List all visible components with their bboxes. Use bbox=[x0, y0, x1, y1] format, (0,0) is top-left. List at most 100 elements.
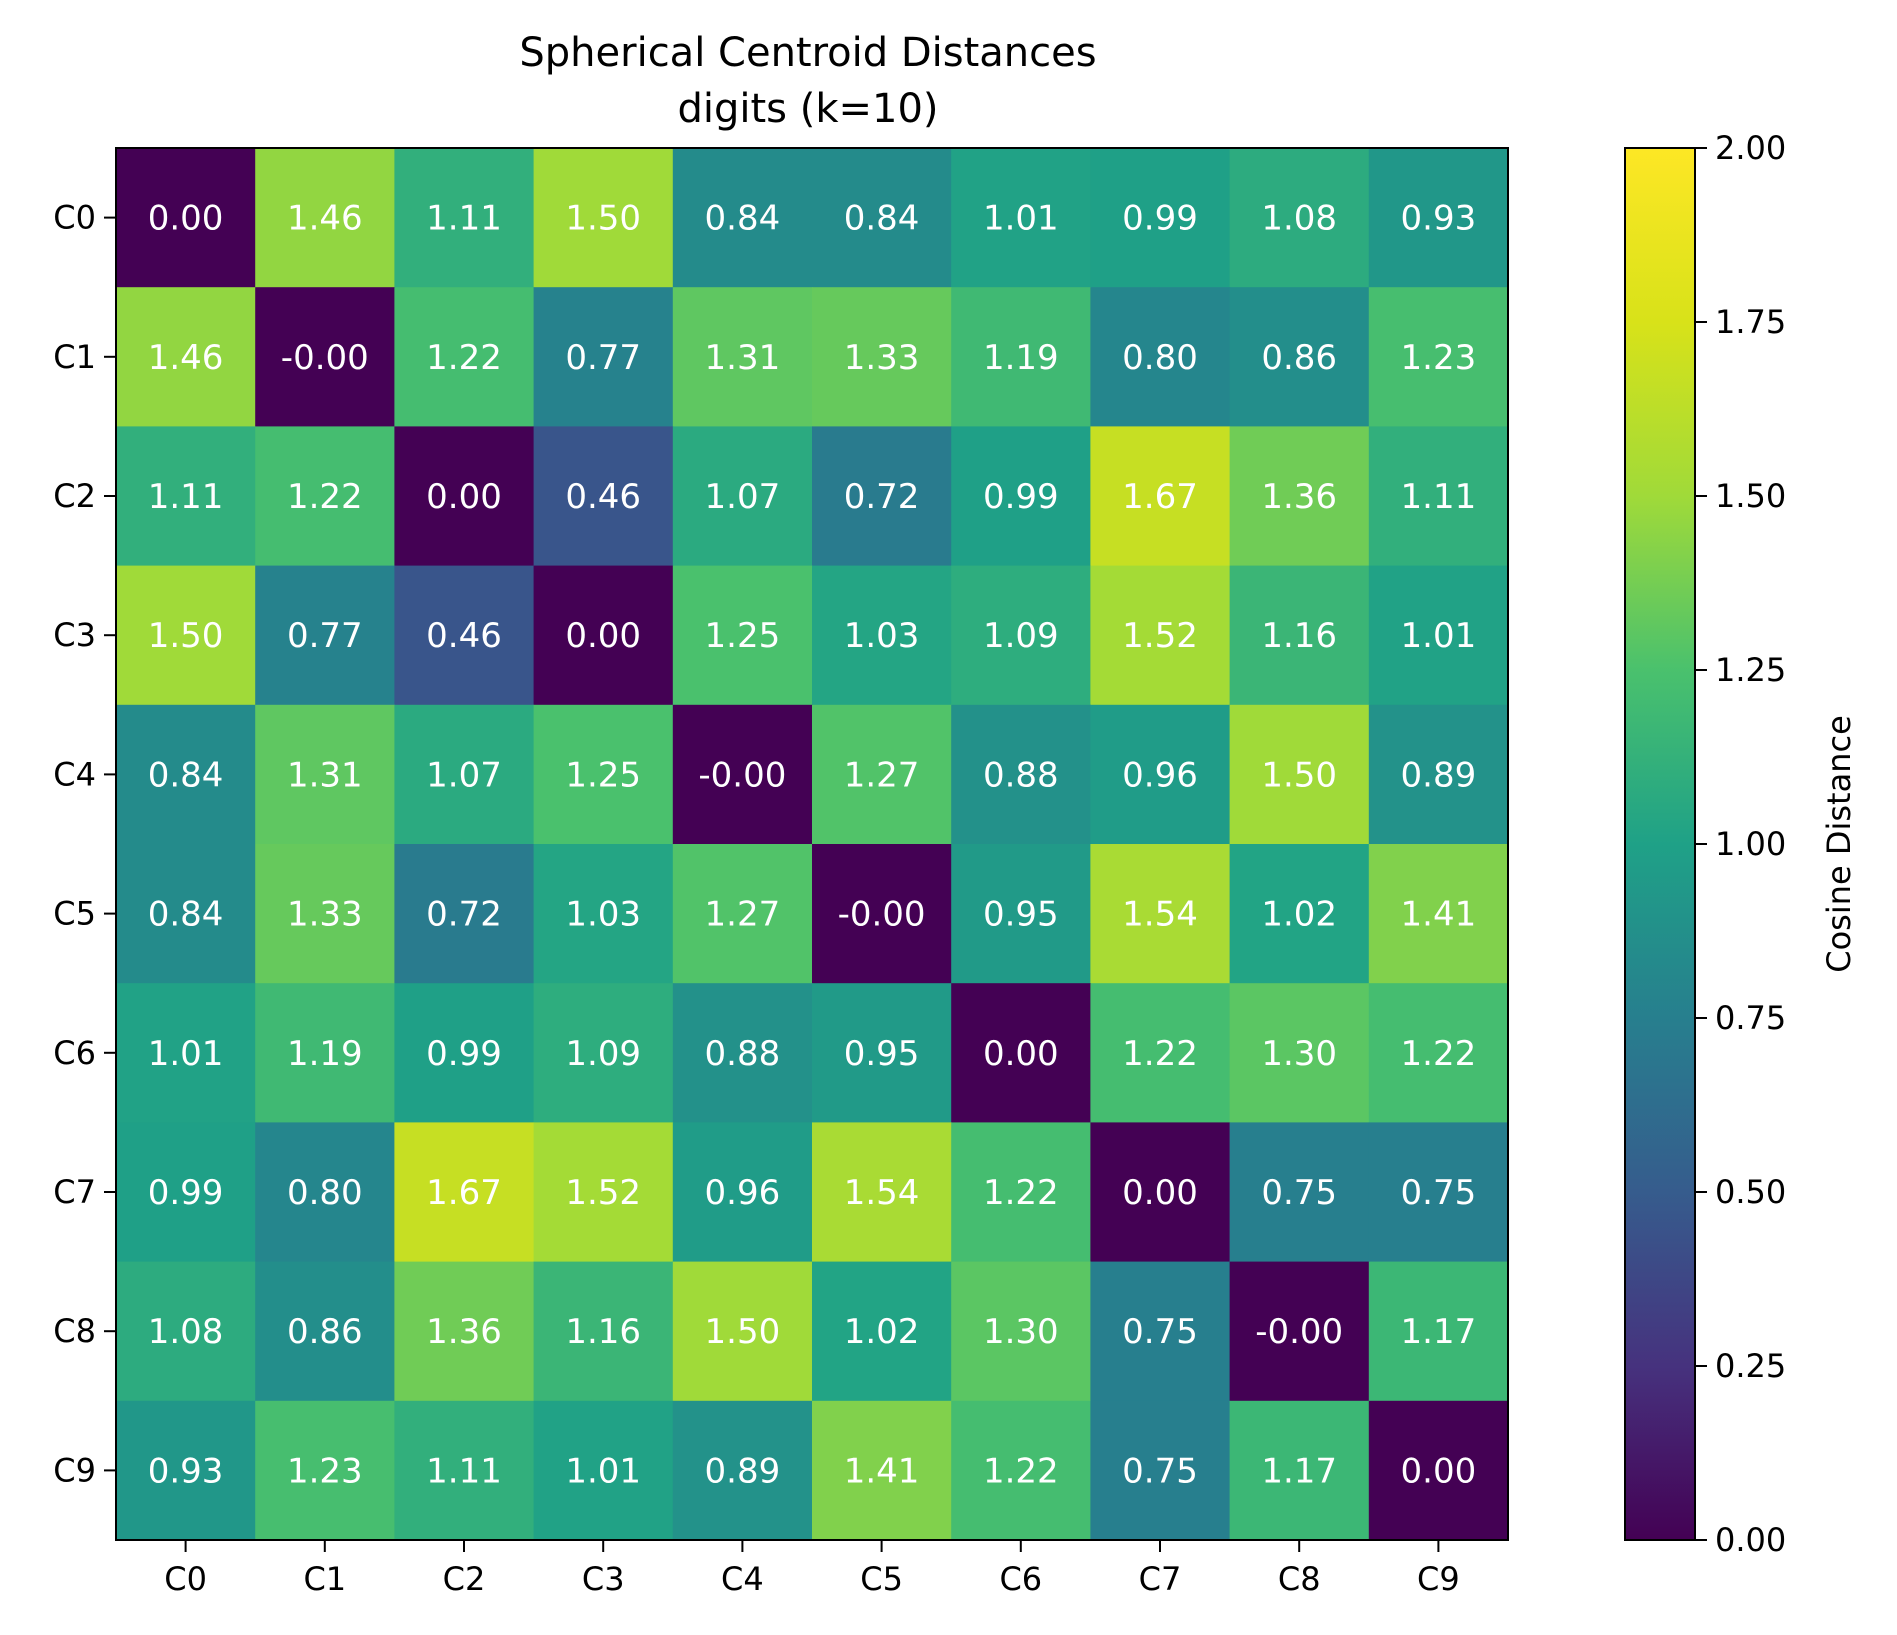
heatmap-cell bbox=[812, 148, 952, 288]
cell-value-label: 1.09 bbox=[565, 1034, 641, 1074]
heatmap-cell bbox=[1368, 1400, 1509, 1541]
heatmap-cell bbox=[812, 983, 952, 1123]
heatmap-cell bbox=[533, 704, 674, 845]
heatmap-cell bbox=[812, 704, 952, 845]
cell-value-label: 1.08 bbox=[1261, 199, 1337, 239]
cell-value-label: 1.08 bbox=[148, 1312, 224, 1352]
cell-value-label: 0.46 bbox=[565, 477, 641, 517]
heatmap-cell bbox=[812, 1122, 952, 1263]
cell-value-label: 0.96 bbox=[1122, 755, 1198, 795]
cell-value-label: 0.89 bbox=[705, 1451, 781, 1491]
colorbar-tick-label: 1.50 bbox=[1715, 477, 1786, 515]
cell-value-label: 1.27 bbox=[705, 895, 781, 935]
heatmap-cell bbox=[116, 148, 256, 288]
heatmap-cell bbox=[255, 287, 395, 427]
cell-value-label: 1.25 bbox=[565, 755, 641, 795]
y-tick-label: C2 bbox=[53, 477, 96, 515]
heatmap-cell bbox=[394, 1400, 535, 1541]
cell-value-label: 1.09 bbox=[983, 616, 1059, 656]
heatmap-cell bbox=[1229, 148, 1370, 288]
cell-value-label: 0.00 bbox=[426, 477, 502, 517]
cell-value-label: 1.30 bbox=[983, 1312, 1059, 1352]
cell-value-label: 1.27 bbox=[844, 755, 920, 795]
heatmap-cell bbox=[951, 1261, 1091, 1402]
heatmap-cell bbox=[533, 565, 674, 706]
cell-value-label: 0.46 bbox=[426, 616, 502, 656]
colorbar-tick-label: 1.00 bbox=[1715, 825, 1786, 863]
cell-value-label: 1.11 bbox=[426, 199, 502, 239]
cell-value-label: 1.46 bbox=[148, 338, 224, 378]
cell-value-label: 1.11 bbox=[1401, 477, 1477, 517]
heatmap-cell bbox=[533, 148, 674, 288]
heatmap-cell bbox=[255, 148, 395, 288]
colorbar-tick-label: 2.00 bbox=[1715, 129, 1786, 167]
heatmap-cell bbox=[1368, 1122, 1509, 1263]
heatmap-cell bbox=[255, 844, 395, 984]
heatmap-cell bbox=[394, 148, 535, 288]
heatmap-cell bbox=[672, 565, 813, 706]
x-tick-label: C6 bbox=[999, 1560, 1042, 1598]
heatmap-cell bbox=[533, 287, 674, 427]
heatmap-cell bbox=[116, 1400, 256, 1541]
cell-value-label: 0.93 bbox=[1401, 199, 1477, 239]
cell-value-label: 1.52 bbox=[565, 1173, 641, 1213]
cell-value-label: 1.22 bbox=[287, 477, 363, 517]
heatmap-cell bbox=[116, 1122, 256, 1263]
cell-value-label: 1.50 bbox=[1261, 755, 1337, 795]
cell-value-label: 0.89 bbox=[1401, 755, 1477, 795]
y-tick-label: C8 bbox=[53, 1312, 96, 1350]
cell-value-label: 1.03 bbox=[565, 895, 641, 935]
colorbar-tick-label: 0.75 bbox=[1715, 999, 1786, 1037]
heatmap-cell bbox=[116, 983, 256, 1123]
heatmap-cell bbox=[951, 704, 1091, 845]
heatmap-cell bbox=[533, 844, 674, 984]
heatmap-cell bbox=[394, 983, 535, 1123]
chart-subtitle: digits (k=10) bbox=[677, 86, 938, 132]
cell-value-label: 0.86 bbox=[287, 1312, 363, 1352]
cell-value-label: 0.84 bbox=[705, 199, 781, 239]
cell-value-label: 1.11 bbox=[148, 477, 224, 517]
cell-value-label: 1.33 bbox=[844, 338, 920, 378]
cell-value-label: 1.50 bbox=[148, 616, 224, 656]
heatmap-cell bbox=[672, 1122, 813, 1263]
heatmap-cell bbox=[255, 1122, 395, 1263]
cell-value-label: 0.84 bbox=[844, 199, 920, 239]
cell-value-label: 1.22 bbox=[983, 1451, 1059, 1491]
heatmap-cell bbox=[533, 983, 674, 1123]
heatmap-cell bbox=[1368, 565, 1509, 706]
heatmap-cells: 0.00 1.46 1.11 1.50 0.84 0.84 1.01 0.99 1.08 0.93… bbox=[116, 148, 1509, 1541]
cell-value-label: 0.95 bbox=[983, 895, 1059, 935]
cell-value-label: 1.07 bbox=[426, 755, 502, 795]
heatmap-cell bbox=[255, 1400, 395, 1541]
colorbar-tick-label: 0.25 bbox=[1715, 1347, 1786, 1385]
cell-value-label: 0.95 bbox=[844, 1034, 920, 1074]
cell-value-label: 1.22 bbox=[1122, 1034, 1198, 1074]
cell-value-label: 1.01 bbox=[565, 1451, 641, 1491]
cell-value-label: 0.80 bbox=[287, 1173, 363, 1213]
cell-value-label: 0.86 bbox=[1261, 338, 1337, 378]
y-tick-label: C9 bbox=[53, 1451, 96, 1489]
cell-value-label: 0.84 bbox=[148, 895, 224, 935]
heatmap-cell bbox=[394, 426, 535, 567]
heatmap-cell bbox=[116, 704, 256, 845]
heatmap-cell bbox=[672, 287, 813, 427]
heatmap-cell bbox=[116, 844, 256, 984]
heatmap-cell bbox=[1229, 1122, 1370, 1263]
x-tick-label: C3 bbox=[582, 1560, 625, 1598]
heatmap-cell bbox=[255, 704, 395, 845]
cell-value-label: 0.72 bbox=[844, 477, 920, 517]
y-tick-label: C0 bbox=[53, 199, 96, 237]
cell-value-label: 1.50 bbox=[565, 199, 641, 239]
y-tick-label: C5 bbox=[53, 895, 96, 933]
heatmap-cell bbox=[1229, 704, 1370, 845]
heatmap-cell bbox=[1090, 565, 1231, 706]
cell-value-label: 0.75 bbox=[1122, 1312, 1198, 1352]
cell-value-label: 1.22 bbox=[426, 338, 502, 378]
cell-value-label: 1.22 bbox=[983, 1173, 1059, 1213]
y-axis: C0 C1 C2 C3 C4 C5 C6 C7 C8 C9 bbox=[53, 199, 116, 1489]
heatmap-cell bbox=[255, 426, 395, 567]
heatmap-cell bbox=[116, 287, 256, 427]
heatmap-cell bbox=[951, 287, 1091, 427]
colorbar-axis: 0.00 0.25 0.50 0.75 1.00 1.25 1.50 1.75 2.00 bbox=[1695, 129, 1786, 1559]
heatmap-cell bbox=[1229, 844, 1370, 984]
